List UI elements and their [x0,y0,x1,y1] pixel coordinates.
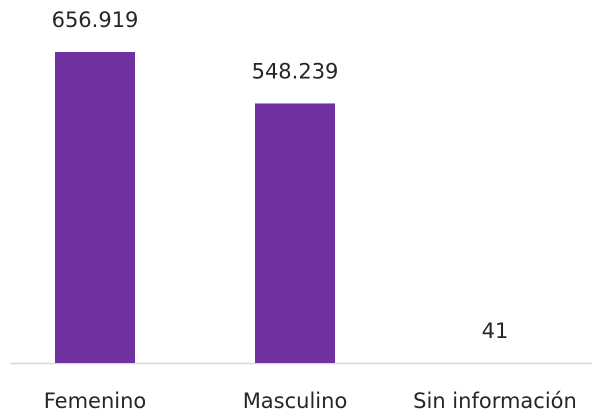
bar [55,52,135,363]
x-tick-label: Sin información [413,389,577,413]
value-label: 41 [482,319,509,343]
x-tick-label: Femenino [44,389,147,413]
x-tick-label: Masculino [243,389,348,413]
bar [255,103,335,364]
value-label: 548.239 [252,59,339,83]
value-label: 656.919 [52,8,139,32]
